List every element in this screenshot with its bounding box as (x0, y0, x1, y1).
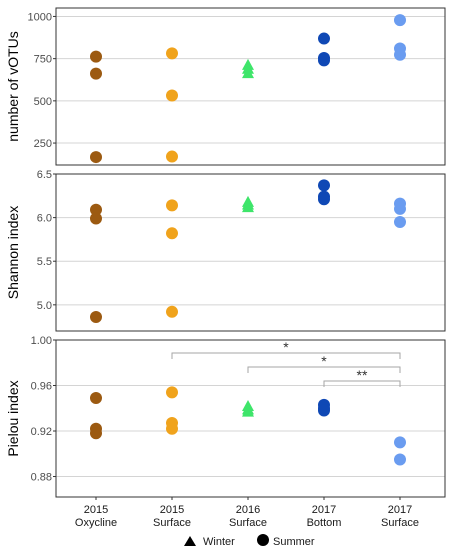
data-point-summer (394, 14, 406, 27)
data-point-summer (166, 150, 178, 163)
y-tick-label: 0.92 (31, 426, 52, 438)
y-tick-label: 5.0 (37, 300, 52, 312)
data-point-summer (318, 179, 330, 192)
significance-label: ** (357, 367, 368, 383)
data-point-summer (318, 193, 330, 206)
x-tick-label-line2: Surface (229, 517, 267, 529)
y-tick-label: 1.00 (31, 335, 52, 347)
legend-winter-label: Winter (203, 536, 235, 548)
y-tick-label: 500 (34, 96, 52, 108)
data-point-winter (242, 201, 254, 213)
y-tick-label: 750 (34, 54, 52, 66)
data-point-summer (90, 311, 102, 324)
bracket-line (171, 352, 401, 359)
significance-label: * (321, 353, 327, 369)
plot-frame (55, 173, 446, 332)
x-tick-label-line1: 2016 (236, 504, 260, 516)
data-point-summer (90, 151, 102, 164)
x-tick-label-line1: 2015 (160, 504, 184, 516)
legend-summer-label: Summer (273, 536, 315, 548)
x-tick-label-line1: 2017 (312, 504, 336, 516)
y-axis-label: Pielou index (5, 380, 21, 456)
data-point-summer (90, 427, 102, 440)
significance-label: * (283, 339, 289, 355)
x-axis-tick-labels: 2015Oxycline2015Surface2016Surface2017Bo… (75, 497, 419, 529)
data-point-winter (242, 405, 254, 417)
x-tick-label-line2: Surface (153, 517, 191, 529)
panel-2: 5.0 5.5 6.0 6.5 Shannon index (5, 169, 446, 332)
data-point-summer (90, 50, 102, 63)
data-point-summer (90, 67, 102, 80)
data-point-summer (166, 422, 178, 435)
data-point-summer (166, 47, 178, 60)
significance-bracket: * (247, 353, 401, 373)
significance-bracket: * (171, 339, 401, 359)
panel-1: 250 500 750 1000 number of vOTUs (5, 7, 446, 166)
chart-panels: 250 500 750 1000 number of vOTUs 5.0 5.5 6.0 6.5… (5, 7, 446, 498)
data-point-summer (394, 202, 406, 215)
bracket-line (323, 380, 401, 387)
data-point-summer (394, 48, 406, 61)
data-point-summer (394, 215, 406, 228)
data-point-summer (90, 203, 102, 216)
x-tick-label-line2: Surface (381, 517, 419, 529)
legend-winter-marker-icon (184, 536, 196, 546)
y-tick-label: 6.0 (37, 213, 52, 225)
y-tick-label: 0.88 (31, 472, 52, 484)
x-tick-label-line2: Bottom (307, 517, 342, 529)
x-tick-label-line1: 2015 (84, 504, 108, 516)
plot-frame (55, 7, 446, 166)
data-point-summer (166, 386, 178, 399)
data-point-winter (242, 67, 254, 79)
data-point-summer (318, 54, 330, 67)
y-tick-label: 5.5 (37, 256, 52, 268)
legend: Winter Summer (184, 534, 315, 548)
data-point-summer (318, 32, 330, 45)
y-tick-label: 6.5 (37, 169, 52, 181)
data-point-summer (166, 305, 178, 318)
y-tick-label: 1000 (28, 11, 52, 23)
data-point-summer (318, 404, 330, 417)
y-tick-label: 0.96 (31, 381, 52, 393)
y-axis-label: number of vOTUs (5, 31, 21, 141)
data-point-summer (394, 436, 406, 449)
y-axis-label: Shannon index (5, 206, 21, 299)
y-tick-label: 250 (34, 138, 52, 150)
data-point-summer (166, 199, 178, 212)
data-point-summer (166, 89, 178, 102)
data-point-summer (90, 392, 102, 405)
x-tick-label-line1: 2017 (388, 504, 412, 516)
data-point-summer (394, 453, 406, 466)
x-tick-label-line2: Oxycline (75, 517, 117, 529)
legend-summer-marker-icon (257, 534, 269, 546)
bracket-line (247, 366, 401, 373)
plot-frame (55, 339, 446, 498)
data-point-summer (90, 212, 102, 225)
significance-bracket: ** (323, 367, 401, 387)
data-point-summer (166, 227, 178, 240)
